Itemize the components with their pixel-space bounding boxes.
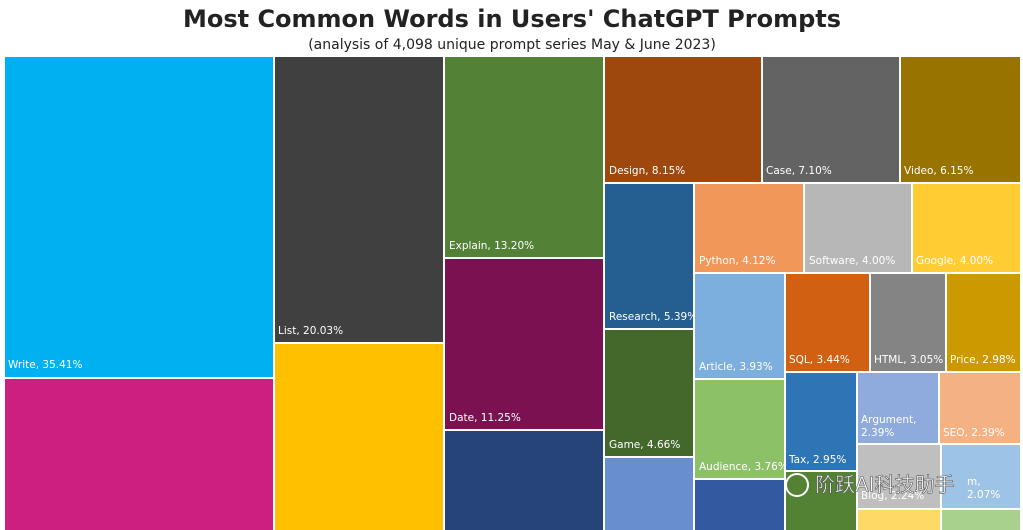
tile-label: Tax, 2.95% [788, 454, 846, 466]
tile-label: Explain, 13.20% [449, 240, 534, 252]
tile [275, 344, 443, 530]
tile [605, 330, 693, 456]
tile-label: Design, 8.15% [609, 165, 685, 177]
tile-label: List, 20.03% [278, 325, 343, 337]
tile [858, 510, 940, 530]
tile [901, 57, 1020, 182]
tile [445, 259, 603, 429]
tile [947, 274, 1020, 371]
tile [445, 431, 603, 530]
tile-label: SQL, 3.44% [789, 354, 850, 366]
tile [858, 373, 938, 443]
tile-label: Blog, 2.24% [861, 490, 924, 502]
tile [605, 57, 761, 182]
tile-label: 2.07% [967, 489, 1000, 501]
tile [871, 274, 945, 371]
tile [695, 480, 784, 530]
tile-label: Software, 4.00% [809, 255, 895, 267]
tile-label: Audience, 3.76% [699, 461, 788, 473]
tile [695, 184, 803, 272]
tile [275, 57, 443, 342]
tile-label: Write, 35.41% [8, 359, 82, 371]
watermark-icon [785, 473, 809, 497]
cut-off-tiles [5, 344, 1020, 530]
tile [858, 445, 940, 508]
tile-label: Case, 7.10% [766, 165, 832, 177]
tile-label: Python, 4.12% [699, 255, 775, 267]
tile-label: SEO, 2.39% [943, 427, 1005, 439]
tile [940, 373, 1020, 443]
watermark: 阶跃AI科技助手 [815, 473, 955, 497]
tile-label: Price, 2.98% [950, 354, 1016, 366]
tile-label: Google, 4.00% [916, 255, 993, 267]
tile-label: Article, 3.93% [699, 361, 773, 373]
tile [913, 184, 1020, 272]
watermark-group: 阶跃AI科技助手 [785, 472, 955, 497]
tile [942, 445, 1020, 508]
tile [5, 379, 273, 530]
tile [786, 373, 856, 470]
tile [786, 274, 869, 371]
tile [695, 380, 784, 478]
tile-label: Argument, [861, 414, 916, 426]
tile-label: Research, 5.39% [609, 311, 697, 323]
tile [445, 57, 603, 257]
chart-title: Most Common Words in Users' ChatGPT Prom… [183, 5, 841, 33]
tile-label: m, [967, 476, 981, 488]
tile [786, 472, 856, 530]
tile [695, 274, 784, 378]
tile [5, 57, 273, 377]
tile-label: 2.39% [861, 427, 894, 439]
tile [605, 458, 693, 530]
chart-subtitle: (analysis of 4,098 unique prompt series … [308, 37, 716, 53]
tile-label: Date, 11.25% [449, 412, 521, 424]
tiles: Write, 35.41% List, 20.03% Explain, 13.20%… [5, 57, 1020, 508]
tile-label: HTML, 3.05% [874, 354, 943, 366]
tile [805, 184, 911, 272]
tile-label: Video, 6.15% [904, 165, 973, 177]
tile [942, 510, 1020, 530]
tile-label: Game, 4.66% [609, 439, 680, 451]
tile [605, 184, 693, 328]
tile [763, 57, 899, 182]
